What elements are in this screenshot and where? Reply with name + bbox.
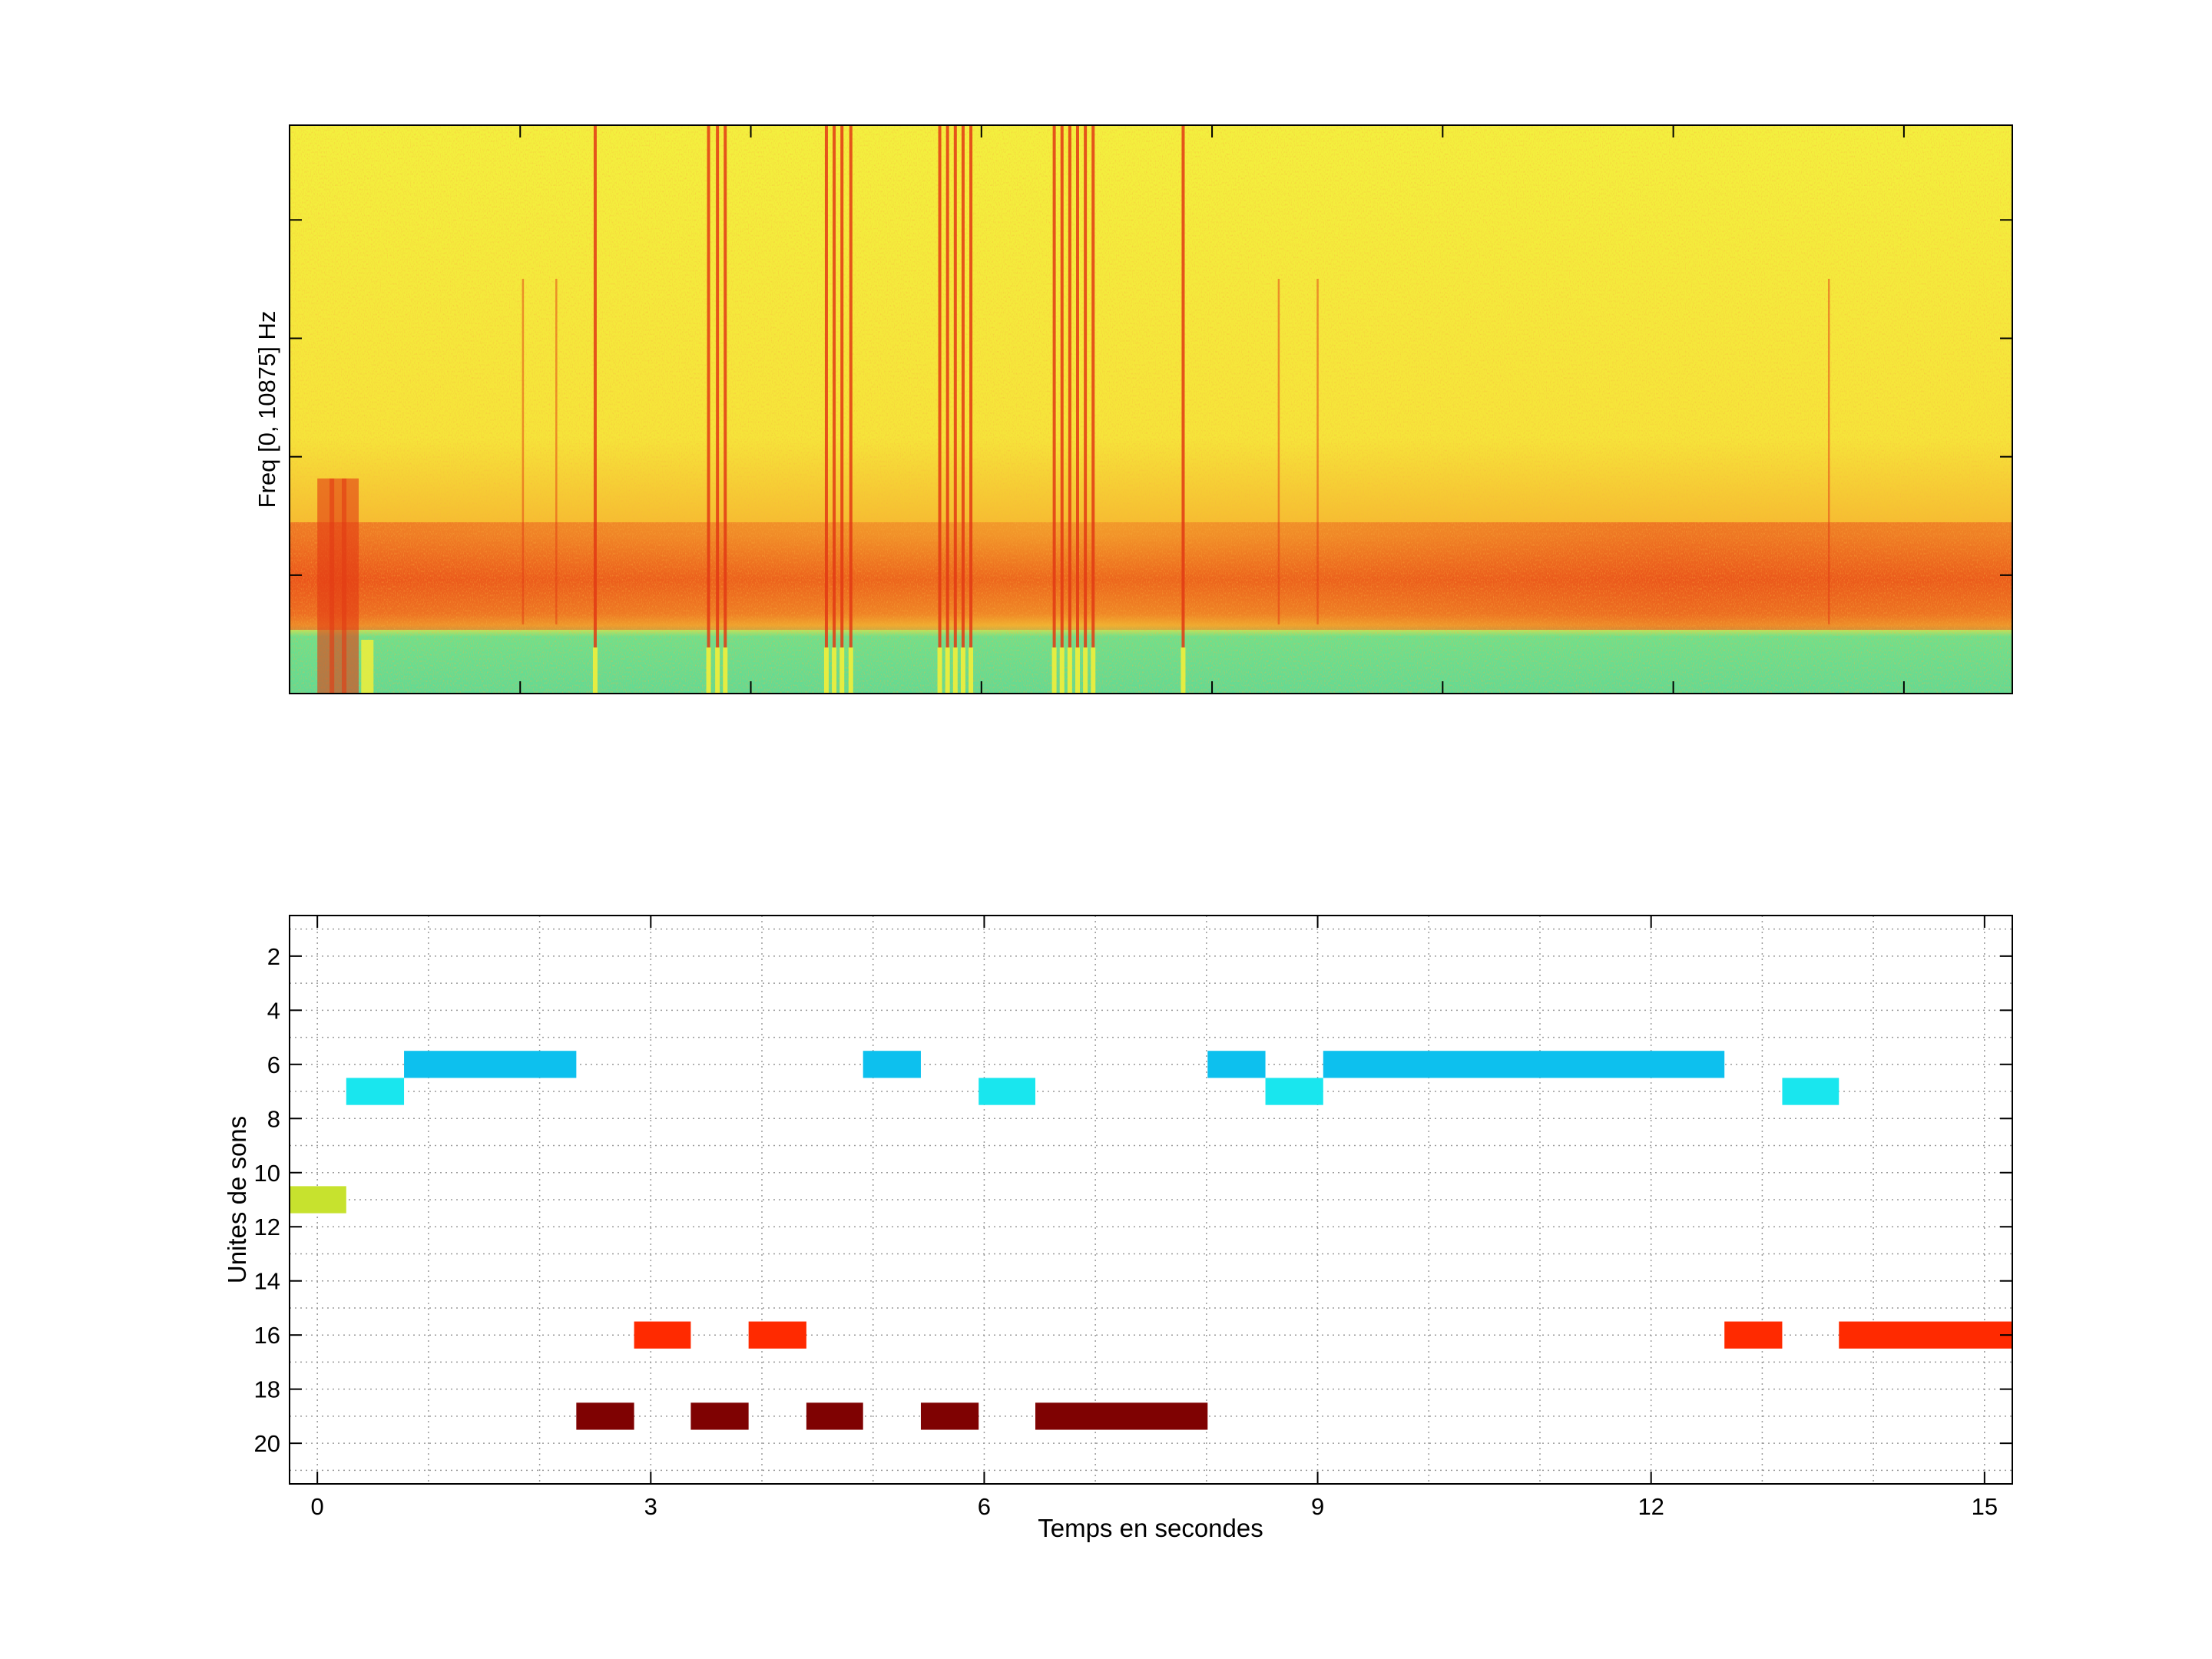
xtick-label: 3 [644,1493,657,1520]
xtick-label: 6 [978,1493,991,1520]
sound-unit-segment [806,1402,863,1430]
spectrogram-ylabel: Freq [0, 10875] Hz [253,311,280,508]
spectrogram-chirp [342,478,359,694]
spectrogram-ticks [290,125,2012,694]
sound-unit-segment [634,1321,691,1349]
sound-units-panel: 2 4 6 8 10 12 14 16 18 20 0 3 6 9 12 15 Temps en second… [223,915,2013,1542]
sound-unit-segment [1207,1051,1266,1078]
ytick-label: 16 [254,1322,280,1349]
xtick-label: 12 [1637,1493,1664,1520]
ytick-label: 12 [254,1214,280,1240]
ytick-label: 2 [267,943,280,970]
sound-unit-segment [1035,1402,1208,1430]
sound-unit-segment [1724,1321,1783,1349]
sound-units-frame [289,915,2013,1485]
xtick-label: 9 [1311,1493,1324,1520]
sound-unit-segment [1782,1078,1839,1105]
sound-unit-segment [690,1402,749,1430]
sound-units-ylabel: Unites de sons [223,1116,251,1283]
xtick-label: 15 [1972,1493,1998,1520]
sound-unit-segment [863,1051,921,1078]
spectrogram-texture [290,125,2012,694]
spectrogram-chirp-base [361,640,374,694]
ytick-label: 4 [267,997,280,1024]
ytick-label: 14 [254,1268,280,1295]
ytick-label: 6 [267,1051,280,1078]
spectrogram-frame [289,124,2013,694]
sound-unit-segment [346,1078,405,1105]
ytick-label: 20 [254,1430,280,1457]
ytick-label: 18 [254,1376,280,1403]
sound-unit-segment [1839,1321,2012,1349]
spectrogram-panel: Freq [0, 10875] Hz [253,124,2013,694]
sound-unit-segment [290,1186,346,1214]
sound-unit-segment [979,1078,1036,1105]
spectrogram-call-lines [317,125,1830,694]
xtick-label: 0 [311,1493,324,1520]
sound-units-ticks: 2 4 6 8 10 12 14 16 18 20 0 3 6 9 12 15 [254,916,2012,1520]
sound-unit-segment [748,1321,806,1349]
sound-units-xlabel: Temps en secondes [1038,1514,1263,1542]
sound-unit-segment [1323,1051,1725,1078]
ytick-label: 8 [267,1105,280,1132]
ytick-label: 10 [254,1160,280,1187]
sound-unit-segment [920,1402,979,1430]
sound-unit-segment [576,1402,634,1430]
sound-unit-segment [404,1051,577,1078]
sound-unit-segment [1265,1078,1323,1105]
sound-units-grid [290,916,2012,1484]
sound-units-segments [290,1051,2012,1430]
